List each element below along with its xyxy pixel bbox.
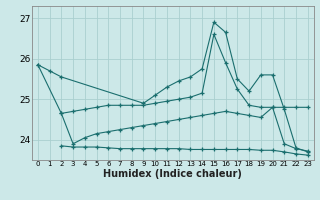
- X-axis label: Humidex (Indice chaleur): Humidex (Indice chaleur): [103, 169, 242, 179]
